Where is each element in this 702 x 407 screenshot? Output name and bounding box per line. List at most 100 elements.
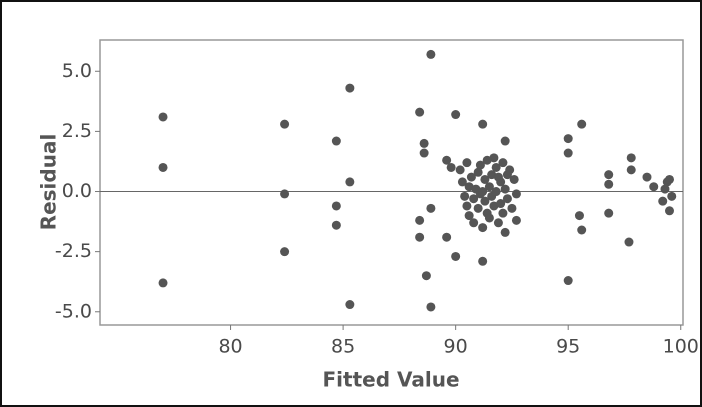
point: [473, 167, 483, 177]
point: [158, 162, 168, 172]
point: [642, 172, 652, 182]
point: [493, 172, 503, 182]
point: [500, 136, 510, 146]
point: [451, 251, 461, 261]
point: [489, 201, 499, 211]
point: [511, 215, 521, 225]
point: [505, 165, 515, 175]
point: [451, 110, 461, 120]
x-tick-label: 90: [444, 336, 468, 358]
point: [489, 153, 499, 163]
point: [473, 203, 483, 213]
x-tick-label: 80: [218, 336, 242, 358]
point: [563, 148, 573, 158]
point: [509, 174, 519, 184]
point: [280, 189, 290, 199]
point: [480, 174, 490, 184]
y-tick-label: 0.0: [62, 180, 92, 202]
point: [466, 172, 476, 182]
point: [462, 201, 472, 211]
point: [331, 136, 341, 146]
point: [577, 119, 587, 129]
point: [464, 211, 474, 221]
point: [460, 191, 470, 201]
point: [158, 112, 168, 122]
point: [664, 206, 674, 216]
point: [478, 119, 488, 129]
point: [624, 237, 634, 247]
plot-area: [99, 39, 684, 326]
point: [464, 182, 474, 192]
y-tick-label: 5.0: [62, 60, 92, 82]
y-tick-label: -5.0: [55, 300, 92, 322]
point: [604, 179, 614, 189]
point: [491, 187, 501, 197]
point: [496, 199, 506, 209]
point: [426, 203, 436, 213]
point: [158, 278, 168, 288]
point: [493, 218, 503, 228]
point: [478, 223, 488, 233]
x-tick-label: 85: [331, 336, 355, 358]
point: [478, 256, 488, 266]
point: [345, 300, 355, 310]
point: [469, 218, 479, 228]
point: [563, 276, 573, 286]
point: [502, 194, 512, 204]
x-axis-title: Fitted Value: [322, 368, 459, 392]
point: [426, 49, 436, 59]
point: [345, 83, 355, 93]
point: [574, 211, 584, 221]
y-axis-title: Residual: [37, 134, 61, 231]
point: [667, 191, 677, 201]
point: [421, 271, 431, 281]
point: [457, 177, 467, 187]
y-tick-label: -2.5: [55, 240, 92, 262]
point: [487, 170, 497, 180]
point: [500, 184, 510, 194]
point: [442, 155, 452, 165]
point: [577, 225, 587, 235]
point: [480, 196, 490, 206]
point: [649, 182, 659, 192]
point: [604, 170, 614, 180]
point: [658, 196, 668, 206]
point: [484, 182, 494, 192]
point: [280, 119, 290, 129]
x-tick-label: 100: [663, 336, 699, 358]
point: [500, 227, 510, 237]
point: [563, 134, 573, 144]
point: [462, 158, 472, 168]
point: [419, 148, 429, 158]
point: [498, 158, 508, 168]
point: [660, 184, 670, 194]
point: [475, 160, 485, 170]
y-tick-label: 2.5: [62, 120, 92, 142]
point: [507, 203, 517, 213]
point: [415, 107, 425, 117]
point: [415, 232, 425, 242]
point: [626, 165, 636, 175]
point: [664, 174, 674, 184]
point: [498, 208, 508, 218]
point: [482, 155, 492, 165]
point: [511, 189, 521, 199]
x-tick-label: 95: [556, 336, 580, 358]
point: [442, 232, 452, 242]
point: [280, 247, 290, 257]
point: [469, 194, 479, 204]
point: [604, 208, 614, 218]
point: [415, 215, 425, 225]
point: [484, 213, 494, 223]
point: [419, 138, 429, 148]
point: [491, 162, 501, 172]
point: [455, 165, 465, 175]
point: [331, 220, 341, 230]
point: [345, 177, 355, 187]
point: [626, 153, 636, 163]
point: [446, 162, 456, 172]
point: [331, 201, 341, 211]
